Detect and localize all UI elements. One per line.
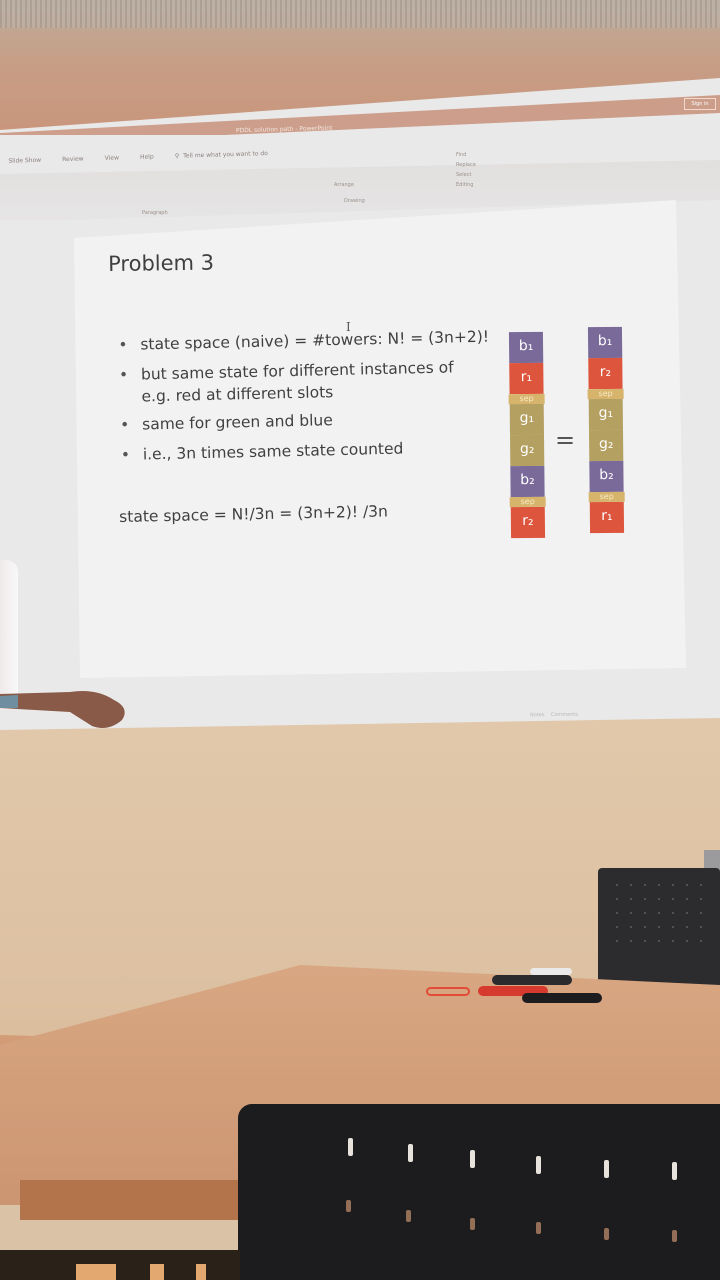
tell-me-search[interactable]: Tell me what you want to do <box>183 150 268 160</box>
tab-review[interactable]: Review <box>62 155 84 164</box>
comments-button[interactable]: Comments <box>550 711 578 719</box>
chair-mesh <box>610 878 710 948</box>
lightbulb-icon: ⚲ <box>174 152 180 160</box>
bullet-text: i.e., 3n times same state counted <box>142 439 404 464</box>
notes-button[interactable]: Notes <box>529 712 545 719</box>
tower-block-b: b₁ <box>587 326 623 359</box>
group-label-paragraph: Paragraph <box>142 210 168 216</box>
tab-help[interactable]: Help <box>139 153 154 161</box>
tower-block-r: r₁ <box>589 501 625 534</box>
tower-block-b: b₂ <box>589 460 624 493</box>
select-command[interactable]: Select <box>456 172 472 178</box>
tower-block-b: b₂ <box>510 465 545 498</box>
tower-right: b₁ r₂ sep g₁ g₂ b₂ sep r₁ <box>587 326 625 534</box>
red-clip <box>426 987 470 996</box>
slide-title: Problem 3 <box>108 250 215 276</box>
group-label-editing: Editing <box>456 182 474 188</box>
tower-block-g: g₁ <box>509 403 544 436</box>
sign-in-button[interactable]: Sign in <box>684 98 716 110</box>
separator-block: sep <box>509 496 546 508</box>
group-label-drawing: Drawing <box>344 198 365 204</box>
tab-view[interactable]: View <box>104 154 120 162</box>
bullet-text: same for green and blue <box>141 411 333 434</box>
editing-commands: Find Replace Select Editing <box>456 150 476 190</box>
presenter-shoulder <box>0 560 18 710</box>
ceiling-vent <box>0 0 720 28</box>
replace-command[interactable]: Replace <box>456 162 476 168</box>
separator-block: sep <box>587 388 624 400</box>
status-bar: Notes Comments <box>530 712 578 719</box>
equals-sign: = <box>555 426 576 454</box>
separator-block: sep <box>588 491 625 503</box>
group-label-arrange: Arrange <box>334 182 354 188</box>
find-command[interactable]: Find <box>456 152 467 158</box>
marker-black[interactable] <box>492 975 572 985</box>
bullet-list: state space (naive) = #towers: N! = (3n+… <box>118 321 501 470</box>
tower-block-g: g₂ <box>589 429 624 462</box>
separator-block: sep <box>508 393 545 405</box>
tower-block-r: r₂ <box>588 357 623 390</box>
marker-dark[interactable] <box>522 993 602 1003</box>
tower-block-g: g₂ <box>510 434 545 467</box>
tower-block-g: g₁ <box>588 398 623 431</box>
marker-red[interactable] <box>478 986 548 996</box>
tower-block-r: r₁ <box>509 362 544 395</box>
tower-left: b₁ r₁ sep g₁ g₂ b₂ sep r₂ <box>508 331 546 539</box>
presenter-arm <box>0 691 125 728</box>
chair-back-front <box>238 1104 720 1280</box>
tower-block-b: b₁ <box>508 331 544 364</box>
bullet-item: but same state for different instances o… <box>119 351 500 410</box>
tab-slide-show[interactable]: Slide Show <box>8 156 42 165</box>
floor-strip <box>0 1250 240 1280</box>
tower-block-r: r₂ <box>510 506 546 539</box>
bullet-text: state space (naive) = #towers: N! = (3n+… <box>140 327 490 354</box>
chair-back-right <box>598 868 720 986</box>
marker-cap <box>530 968 572 975</box>
